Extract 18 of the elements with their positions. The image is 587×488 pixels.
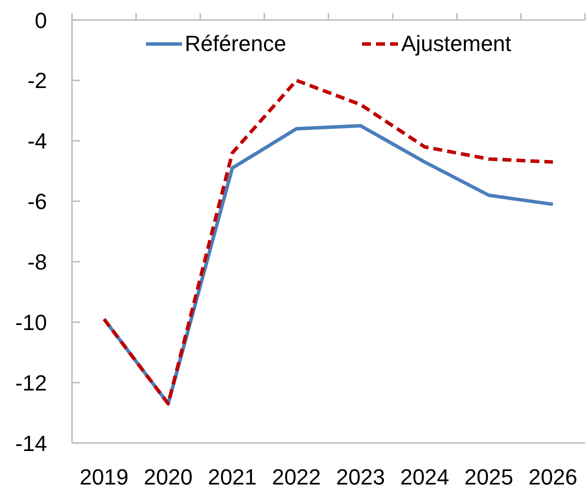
y-tick-label: -4 [27, 128, 47, 154]
y-tick-label: -6 [27, 189, 47, 214]
legend-label: Référence [184, 30, 286, 58]
y-tick-label: -2 [27, 68, 47, 94]
x-tick-label: 2024 [400, 464, 450, 488]
x-tick-label: 2020 [144, 464, 193, 488]
y-tick-label: -10 [15, 310, 47, 335]
y-tick-label: -8 [27, 250, 47, 275]
y-tick-label: 0 [34, 8, 47, 33]
y-tick-label: -14 [15, 430, 47, 456]
x-tick-label: 2025 [464, 464, 514, 488]
x-tick-label: 2026 [528, 464, 578, 488]
y-tick-label: -12 [15, 370, 47, 396]
legend-label: Ajustement [401, 30, 512, 58]
x-tick-label: 2019 [80, 464, 129, 488]
x-tick-label: 2022 [272, 464, 321, 488]
x-tick-label: 2021 [208, 464, 257, 488]
x-tick-label: 2023 [336, 464, 386, 488]
